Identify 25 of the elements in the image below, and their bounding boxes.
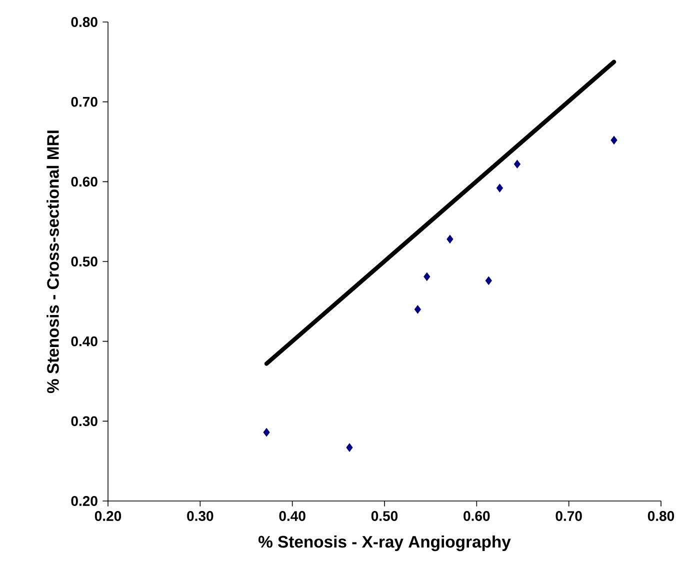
x-tick-label: 0.70 bbox=[556, 511, 582, 521]
point bbox=[610, 136, 618, 144]
y-tick-label: 0.30 bbox=[71, 416, 98, 426]
x-tick-label: 0.60 bbox=[464, 511, 490, 521]
point bbox=[514, 160, 520, 168]
x-tick-label: 0.30 bbox=[187, 511, 214, 521]
y-tick-label: 0.70 bbox=[71, 96, 98, 107]
point bbox=[496, 184, 503, 192]
point bbox=[485, 276, 492, 285]
point bbox=[424, 272, 430, 281]
x-tick-label: 0.40 bbox=[279, 511, 306, 521]
x-tick-label: 0.50 bbox=[371, 511, 398, 521]
y-tick-label: 0.80 bbox=[71, 17, 98, 27]
y-axis-title: % Stenosis - Cross-sectional MRI bbox=[46, 130, 59, 394]
point bbox=[446, 234, 454, 244]
x-tick-label: 0.20 bbox=[94, 511, 122, 521]
y-tick-label: 0.40 bbox=[71, 336, 98, 346]
y-tick-label: 0.60 bbox=[71, 176, 98, 187]
y-tick-label: 0.50 bbox=[71, 256, 98, 266]
point bbox=[263, 428, 270, 437]
y-tick-label: 0.20 bbox=[71, 496, 98, 506]
x-axis-title: % Stenosis - X-ray Angiography bbox=[258, 535, 511, 552]
x-tick-label: 0.80 bbox=[648, 511, 674, 521]
point bbox=[346, 443, 353, 452]
point bbox=[414, 305, 421, 314]
